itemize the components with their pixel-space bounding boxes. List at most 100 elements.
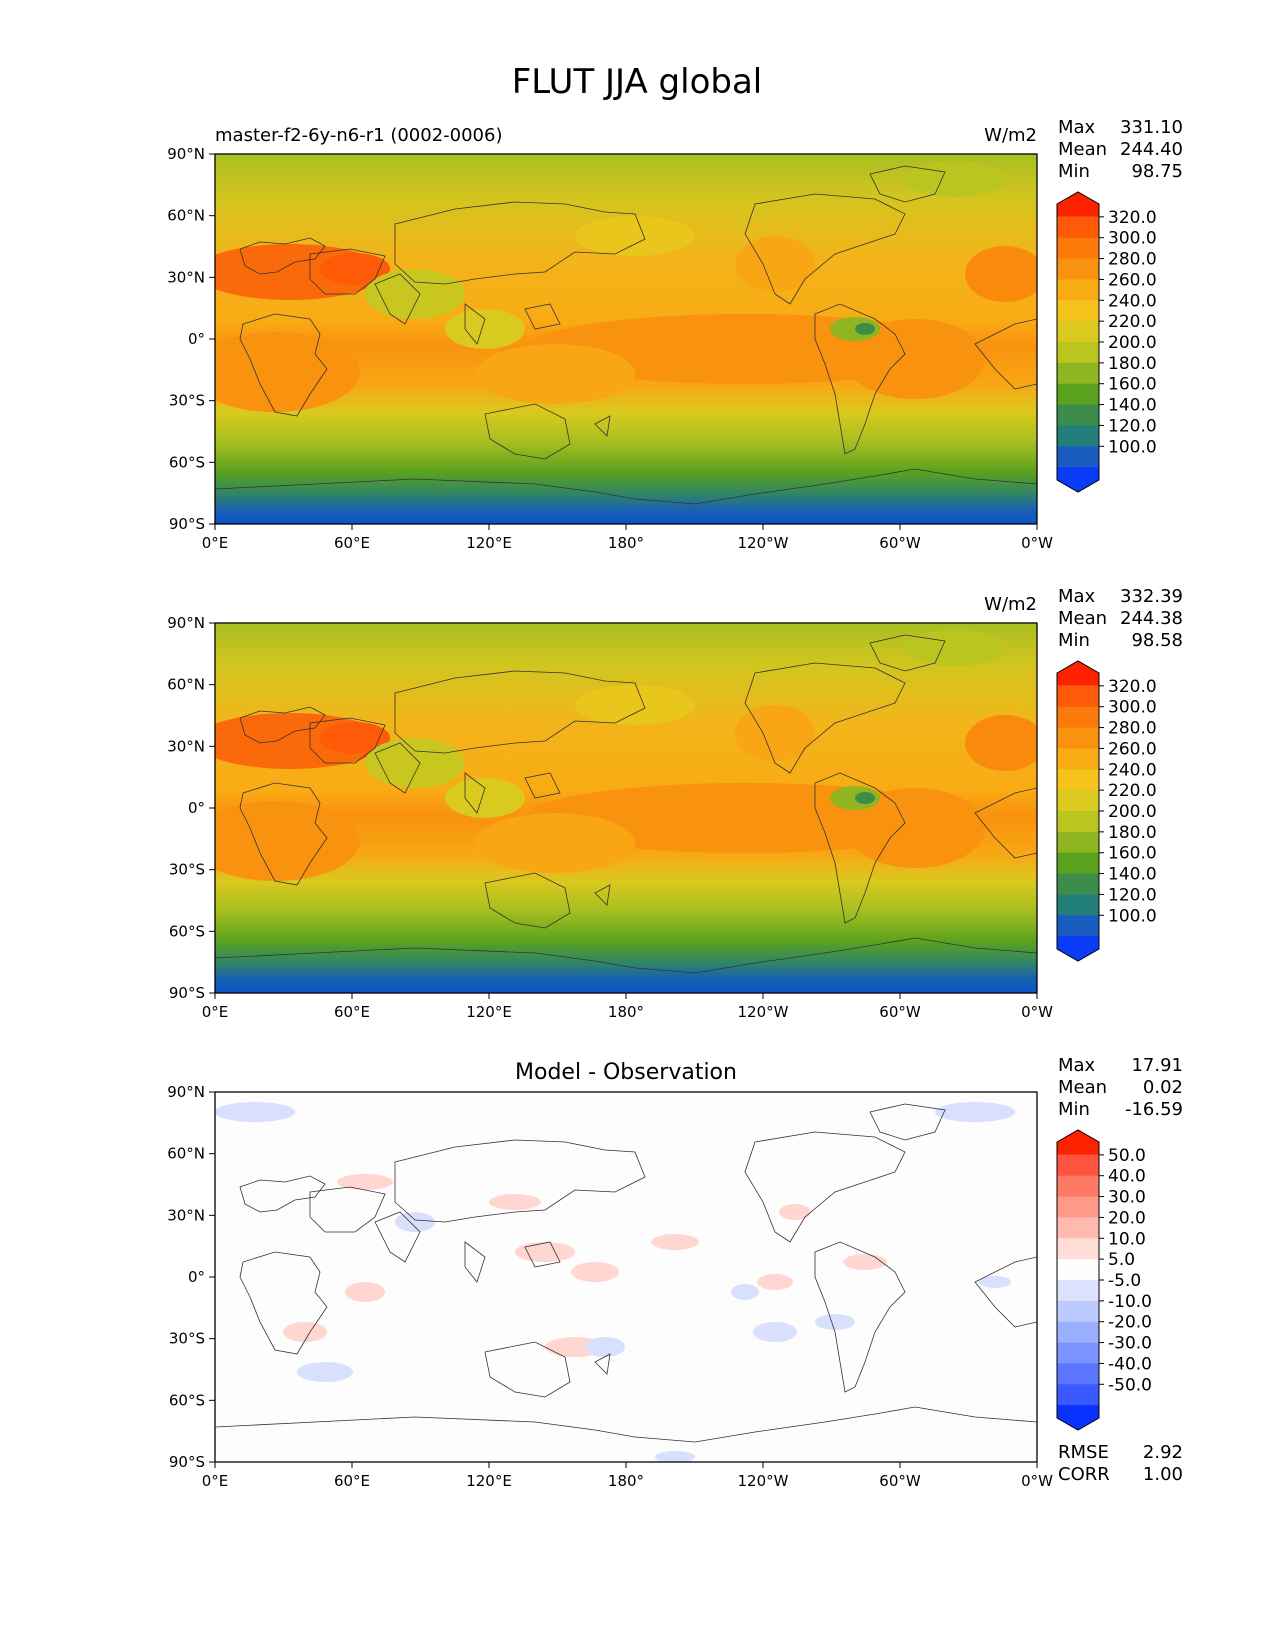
colorbar-segment (1057, 748, 1099, 770)
positive-anomaly-region (283, 1322, 327, 1342)
high-flut-region (965, 715, 1037, 771)
low-flut-region (445, 309, 525, 349)
colorbar-tick-label: 220.0 (1108, 312, 1157, 332)
lon-tick-label: 180° (608, 534, 644, 552)
negative-anomaly-region (297, 1362, 353, 1382)
coastline (215, 1406, 1037, 1462)
negative-anomaly-region (731, 1284, 759, 1300)
low-flut-region (365, 738, 465, 788)
colorbar-segment (1057, 216, 1099, 239)
positive-anomaly-region (757, 1274, 793, 1290)
colorbar-segment (1057, 1342, 1099, 1364)
lat-tick-label: 90°S (169, 1453, 205, 1471)
colorbar-segment (1057, 790, 1099, 812)
coastline (309, 248, 386, 295)
colorbar-tick-label: 240.0 (1108, 760, 1157, 780)
colorbar-segment (1057, 1175, 1099, 1198)
coastline (394, 201, 646, 285)
coastline (374, 1211, 421, 1263)
lon-tick-label: 120°E (466, 1003, 512, 1021)
stat-label: Max (1058, 117, 1096, 138)
coastline (215, 468, 1037, 524)
colorbar-segment (1057, 1238, 1099, 1260)
colorbar-segment (1057, 300, 1099, 322)
colorbar-tick-label: 260.0 (1108, 739, 1157, 759)
colorbar-segment (1057, 279, 1099, 301)
negative-anomaly-region (395, 1212, 435, 1232)
lon-tick-label: 120°W (738, 534, 789, 552)
colorbar-segment (1057, 1154, 1099, 1177)
coastline (814, 1241, 906, 1393)
coastline (309, 1186, 386, 1233)
negative-anomaly-region (815, 1314, 855, 1330)
stat-label: Mean (1058, 608, 1107, 629)
lat-tick-label: 0° (188, 1268, 205, 1286)
figure-title: FLUT JJA global (512, 62, 762, 102)
lat-tick-label: 60°N (167, 1145, 205, 1163)
colorbar-segment (1057, 811, 1099, 833)
coastline (974, 318, 1037, 390)
colorbar-segment (1057, 1321, 1099, 1344)
coastline (974, 1256, 1037, 1328)
colorbar-tick-label: 180.0 (1108, 354, 1157, 374)
stat-label: Mean (1058, 139, 1107, 160)
colorbar-tick-label: 140.0 (1108, 865, 1157, 885)
colorbar-outline (1056, 660, 1100, 962)
coastline (464, 303, 486, 345)
coastline (239, 237, 326, 275)
negative-anomaly-region (753, 1322, 797, 1342)
lon-tick-label: 120°W (738, 1003, 789, 1021)
panel-title: Model - Observation (515, 1060, 737, 1085)
lat-tick-label: 60°S (169, 922, 205, 940)
high-flut-region (215, 801, 360, 881)
stat-value: 0.02 (1143, 1077, 1183, 1098)
map-area (215, 623, 1037, 993)
colorbar-segment (1057, 258, 1099, 280)
stat-value: 2.92 (1143, 1442, 1183, 1463)
panel-subtitle: master-f2-6y-n6-r1 (0002-0006) (215, 125, 502, 146)
colorbar-tick-label: -20.0 (1108, 1313, 1152, 1333)
colorbar-tick-label: -5.0 (1108, 1271, 1141, 1291)
stat-value: 1.00 (1143, 1464, 1183, 1485)
coastline (394, 670, 646, 754)
positive-anomaly-region (779, 1204, 811, 1220)
lon-tick-label: 60°E (334, 1003, 370, 1021)
colorbar-tick-label: 260.0 (1108, 270, 1157, 290)
colorbar-segment (1057, 706, 1099, 729)
colorbar-tick-label: 120.0 (1108, 416, 1157, 436)
coastline (239, 1251, 328, 1355)
negative-anomaly-region (935, 1102, 1015, 1122)
high-flut-region (845, 788, 985, 868)
colorbar: 320.0300.0280.0260.0240.0220.0200.0180.0… (1056, 191, 1157, 493)
coastline (484, 403, 571, 460)
lat-tick-label: 90°N (167, 1083, 205, 1101)
coastline (869, 634, 946, 672)
colorbar-extend-min (1057, 1405, 1099, 1430)
map-area (215, 1092, 1037, 1462)
high-flut-region (320, 722, 390, 754)
stat-label: Min (1058, 630, 1090, 651)
lat-tick-label: 0° (188, 330, 205, 348)
coastline (394, 1139, 646, 1223)
stat-label: Min (1058, 161, 1090, 182)
stat-label: Mean (1058, 1077, 1107, 1098)
coastline (484, 872, 571, 929)
coastline (869, 165, 946, 203)
positive-anomaly-region (489, 1194, 541, 1210)
low-flut-region (905, 630, 1005, 666)
colorbar-tick-label: -40.0 (1108, 1354, 1152, 1374)
lon-tick-label: 120°E (466, 1472, 512, 1490)
coastline (594, 1353, 611, 1375)
coastline (239, 1175, 326, 1213)
stat-value: -16.59 (1125, 1099, 1183, 1120)
coastline (744, 662, 906, 774)
high-flut-region (735, 705, 815, 761)
low-flut-region (855, 792, 875, 804)
lat-tick-label: 60°S (169, 1391, 205, 1409)
colorbar-tick-label: 200.0 (1108, 802, 1157, 822)
lon-tick-label: 120°W (738, 1472, 789, 1490)
low-flut-region (575, 216, 695, 256)
colorbar-tick-label: 320.0 (1108, 677, 1157, 697)
colorbar-segment (1057, 873, 1099, 895)
coastline (869, 1103, 946, 1141)
